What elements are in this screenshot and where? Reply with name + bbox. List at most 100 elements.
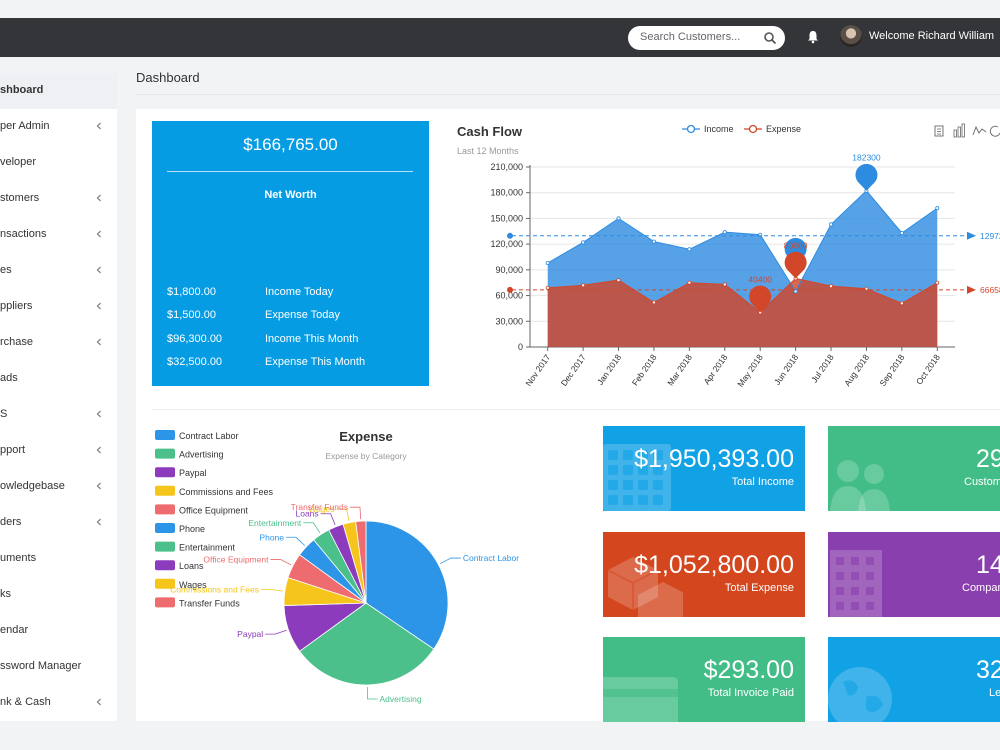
- data-point[interactable]: [545, 285, 550, 290]
- pie-leader-line: [265, 629, 287, 635]
- sidebar-item[interactable]: ks: [0, 577, 117, 613]
- data-point[interactable]: [581, 283, 586, 288]
- chevron-left-icon[interactable]: [95, 121, 103, 131]
- data-point[interactable]: [899, 301, 904, 306]
- legend-swatch[interactable]: [155, 504, 175, 515]
- legend-label[interactable]: Contract Labor: [179, 431, 239, 441]
- sidebar-item[interactable]: ders: [0, 505, 117, 541]
- legend-label-expense[interactable]: Expense: [766, 124, 801, 134]
- sidebar-item[interactable]: es: [0, 253, 117, 289]
- legend-label[interactable]: Commissions and Fees: [179, 487, 274, 497]
- legend-label[interactable]: Advertising: [179, 450, 224, 460]
- chevron-left-icon[interactable]: [95, 301, 103, 311]
- sidebar-item[interactable]: uments: [0, 541, 117, 577]
- chevron-left-icon[interactable]: [95, 697, 103, 707]
- sidebar-item-label: shboard: [0, 84, 44, 96]
- sidebar-item[interactable]: rchase: [0, 325, 117, 361]
- sidebar-item[interactable]: ppliers: [0, 289, 117, 325]
- sidebar-item[interactable]: veloper: [0, 145, 117, 181]
- pie-slice[interactable]: [365, 520, 449, 650]
- pin-marker[interactable]: [749, 285, 772, 313]
- data-point[interactable]: [616, 216, 621, 221]
- sidebar-item[interactable]: per Admin: [0, 109, 117, 145]
- legend-label[interactable]: Office Equipment: [179, 505, 248, 515]
- chevron-left-icon[interactable]: [95, 229, 103, 239]
- sidebar-item[interactable]: stomers: [0, 181, 117, 217]
- legend-swatch[interactable]: [155, 448, 175, 459]
- sidebar-item[interactable]: ssword Manager: [0, 649, 117, 685]
- pie-slice[interactable]: [299, 602, 435, 686]
- stat-tile[interactable]: $1,950,393.00 Total Income: [603, 426, 805, 511]
- data-point[interactable]: [829, 284, 834, 289]
- pin-marker[interactable]: [784, 251, 807, 279]
- chevron-left-icon[interactable]: [95, 193, 103, 203]
- chevron-left-icon[interactable]: [95, 337, 103, 347]
- legend-swatch[interactable]: [155, 467, 175, 478]
- sidebar-item-label: ppliers: [0, 300, 33, 312]
- line-chart-icon[interactable]: [972, 125, 987, 136]
- data-point[interactable]: [651, 300, 656, 305]
- data-point[interactable]: [651, 239, 656, 244]
- sidebar-item[interactable]: pport: [0, 433, 117, 469]
- search-icon[interactable]: [763, 31, 777, 45]
- legend-swatch[interactable]: [155, 485, 175, 496]
- legend-label[interactable]: Transfer Funds: [179, 598, 240, 608]
- legend-swatch[interactable]: [155, 430, 175, 440]
- data-view-icon[interactable]: [934, 125, 944, 137]
- sidebar-item[interactable]: ads: [0, 361, 117, 397]
- avatar[interactable]: [840, 25, 862, 47]
- stat-tile[interactable]: $293.00 Total Invoice Paid: [603, 637, 805, 722]
- chevron-left-icon[interactable]: [95, 481, 103, 491]
- legend-swatch[interactable]: [155, 523, 175, 533]
- x-tick-label: May 2018: [735, 352, 765, 389]
- legend-label[interactable]: Paypal: [179, 468, 207, 478]
- stat-tile[interactable]: 14 Compan: [828, 532, 1000, 617]
- data-point[interactable]: [899, 231, 904, 236]
- search-box[interactable]: Search Customers...: [628, 26, 785, 50]
- data-point[interactable]: [616, 278, 621, 283]
- data-point[interactable]: [829, 222, 834, 227]
- legend-label-income[interactable]: Income: [704, 124, 734, 134]
- data-point[interactable]: [722, 282, 727, 287]
- sidebar-item[interactable]: nk & Cash: [0, 685, 117, 721]
- stat-tile[interactable]: 29 Custom: [828, 426, 1000, 511]
- pie-slice[interactable]: [355, 520, 367, 604]
- search-input[interactable]: Search Customers...: [640, 31, 741, 43]
- calculator-icon: [603, 444, 671, 511]
- chevron-left-icon[interactable]: [95, 445, 103, 455]
- stat-tile[interactable]: 32 Le: [828, 637, 1000, 722]
- bell-icon[interactable]: [805, 29, 821, 45]
- y-tick-label: 90,000: [495, 265, 523, 275]
- sidebar-item[interactable]: endar: [0, 613, 117, 649]
- legend-swatch[interactable]: [155, 560, 175, 571]
- data-point[interactable]: [545, 260, 550, 265]
- data-point[interactable]: [687, 247, 692, 252]
- sidebar-item[interactable]: shboard: [0, 73, 117, 109]
- legend-swatch[interactable]: [155, 578, 175, 589]
- sidebar-item[interactable]: S: [0, 397, 117, 433]
- stat-tile[interactable]: $1,052,800.00 Total Expense: [603, 532, 805, 617]
- welcome-text[interactable]: Welcome Richard William: [869, 30, 995, 42]
- restore-icon[interactable]: [989, 125, 1000, 137]
- data-point[interactable]: [581, 240, 586, 245]
- chevron-left-icon[interactable]: [95, 517, 103, 527]
- bar-chart-icon[interactable]: [953, 123, 965, 138]
- chevron-left-icon[interactable]: [95, 265, 103, 275]
- data-point[interactable]: [935, 280, 940, 285]
- legend-label[interactable]: Phone: [179, 524, 205, 534]
- pie-leader-line: [320, 513, 336, 526]
- data-point[interactable]: [722, 230, 727, 235]
- data-point[interactable]: [687, 280, 692, 285]
- legend-label[interactable]: Entertainment: [179, 543, 236, 553]
- pie-leader-line: [270, 559, 292, 566]
- chevron-left-icon[interactable]: [95, 409, 103, 419]
- net-worth-row-label: Income This Month: [265, 333, 359, 345]
- pin-marker[interactable]: [855, 163, 878, 191]
- sidebar-item[interactable]: owledgebase: [0, 469, 117, 505]
- data-point[interactable]: [935, 206, 940, 211]
- sidebar-item[interactable]: nsactions: [0, 217, 117, 253]
- legend-label[interactable]: Loans: [179, 561, 204, 571]
- legend-swatch[interactable]: [155, 541, 175, 552]
- legend-label[interactable]: Wages: [179, 580, 207, 590]
- legend-swatch[interactable]: [155, 597, 175, 608]
